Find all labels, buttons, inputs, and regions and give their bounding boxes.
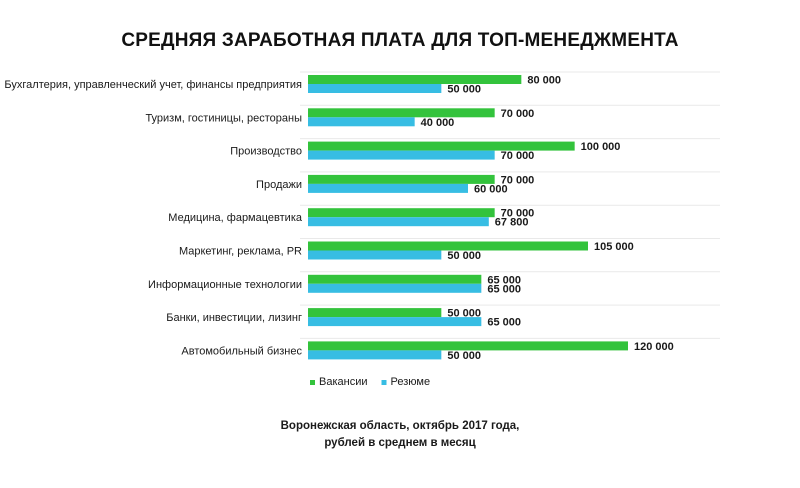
category-labels: Бухгалтерия, управленческий учет, финанс… xyxy=(4,79,302,357)
resumes-legend-label: Резюме xyxy=(391,376,431,388)
legend: Вакансии Резюме xyxy=(310,376,430,388)
category-label: Автомобильный бизнес xyxy=(181,345,302,357)
vacancies-bar xyxy=(308,208,495,218)
footnote-line-1: Воронежская область, октябрь 2017 года, xyxy=(280,420,520,432)
category-label: Маркетинг, реклама, PR xyxy=(179,246,302,258)
vacancies-value-label: 70 000 xyxy=(501,174,535,186)
category-label: Продажи xyxy=(256,179,302,191)
vacancies-value-label: 100 000 xyxy=(581,141,621,153)
vacancies-value-label: 70 000 xyxy=(501,208,535,220)
resumes-value-label: 50 000 xyxy=(447,350,481,362)
vacancies-value-label: 65 000 xyxy=(487,274,521,286)
resumes-value-label: 50 000 xyxy=(447,250,481,262)
resumes-value-label: 65 000 xyxy=(487,283,521,295)
resumes-value-label: 60 000 xyxy=(474,183,508,195)
value-labels: 80 000 50 000 70 000 40 000 100 000 70 000 70 … xyxy=(421,75,674,362)
category-label: Медицина, фармацевтика xyxy=(168,212,303,224)
resumes-bar xyxy=(308,84,442,93)
category-label: Туризм, гостиницы, рестораны xyxy=(145,112,302,124)
category-separators xyxy=(300,71,720,339)
chart-title: СРЕДНЯЯ ЗАРАБОТНАЯ ПЛАТА ДЛЯ ТОП-МЕНЕДЖМ… xyxy=(121,30,679,51)
vacancies-value-label: 50 000 xyxy=(447,308,481,320)
vacancies-value-label: 120 000 xyxy=(634,341,674,353)
resumes-bar xyxy=(308,217,489,227)
vacancies-bar xyxy=(308,108,495,118)
vacancies-value-label: 105 000 xyxy=(594,241,634,253)
resumes-bar xyxy=(308,283,482,293)
vacancies-bar xyxy=(308,174,495,184)
resumes-bar xyxy=(308,317,482,327)
resumes-bar xyxy=(308,350,442,360)
resumes-value-label: 65 000 xyxy=(487,317,521,329)
vacancies-value-label: 70 000 xyxy=(501,108,535,120)
vacancies-value-label: 80 000 xyxy=(527,75,561,87)
category-label: Производство xyxy=(230,146,302,158)
bars-group xyxy=(308,75,628,360)
vacancies-bar xyxy=(308,341,628,351)
vacancies-legend-label: Вакансии xyxy=(319,376,368,388)
resumes-bar xyxy=(308,117,415,127)
footnote: Воронежская область, октябрь 2017 года, … xyxy=(0,418,800,452)
category-label: Банки, инвестиции, лизинг xyxy=(166,312,302,324)
resumes-value-label: 40 000 xyxy=(421,117,455,129)
vacancies-bar xyxy=(308,274,482,284)
vacancies-bar xyxy=(308,141,575,151)
resumes-value-label: 67 800 xyxy=(495,217,529,229)
resumes-bar xyxy=(308,250,442,260)
resumes-bar xyxy=(308,150,495,160)
footnote-line-2: рублей в среднем в месяц xyxy=(324,437,476,449)
resumes-value-label: 50 000 xyxy=(447,84,481,96)
resumes-legend-swatch xyxy=(381,380,387,385)
vacancies-legend-swatch xyxy=(310,380,315,385)
vacancies-bar xyxy=(308,75,522,84)
vacancies-bar xyxy=(308,308,442,318)
resumes-bar xyxy=(308,183,468,193)
category-label: Информационные технологии xyxy=(148,279,302,291)
category-label: Бухгалтерия, управленческий учет, финанс… xyxy=(4,79,302,91)
vacancies-bar xyxy=(308,241,588,251)
resumes-value-label: 70 000 xyxy=(501,150,535,162)
